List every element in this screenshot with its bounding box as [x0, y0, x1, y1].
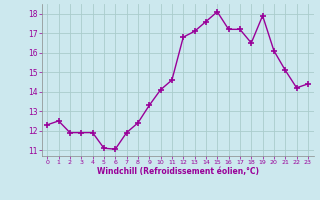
X-axis label: Windchill (Refroidissement éolien,°C): Windchill (Refroidissement éolien,°C)	[97, 167, 259, 176]
